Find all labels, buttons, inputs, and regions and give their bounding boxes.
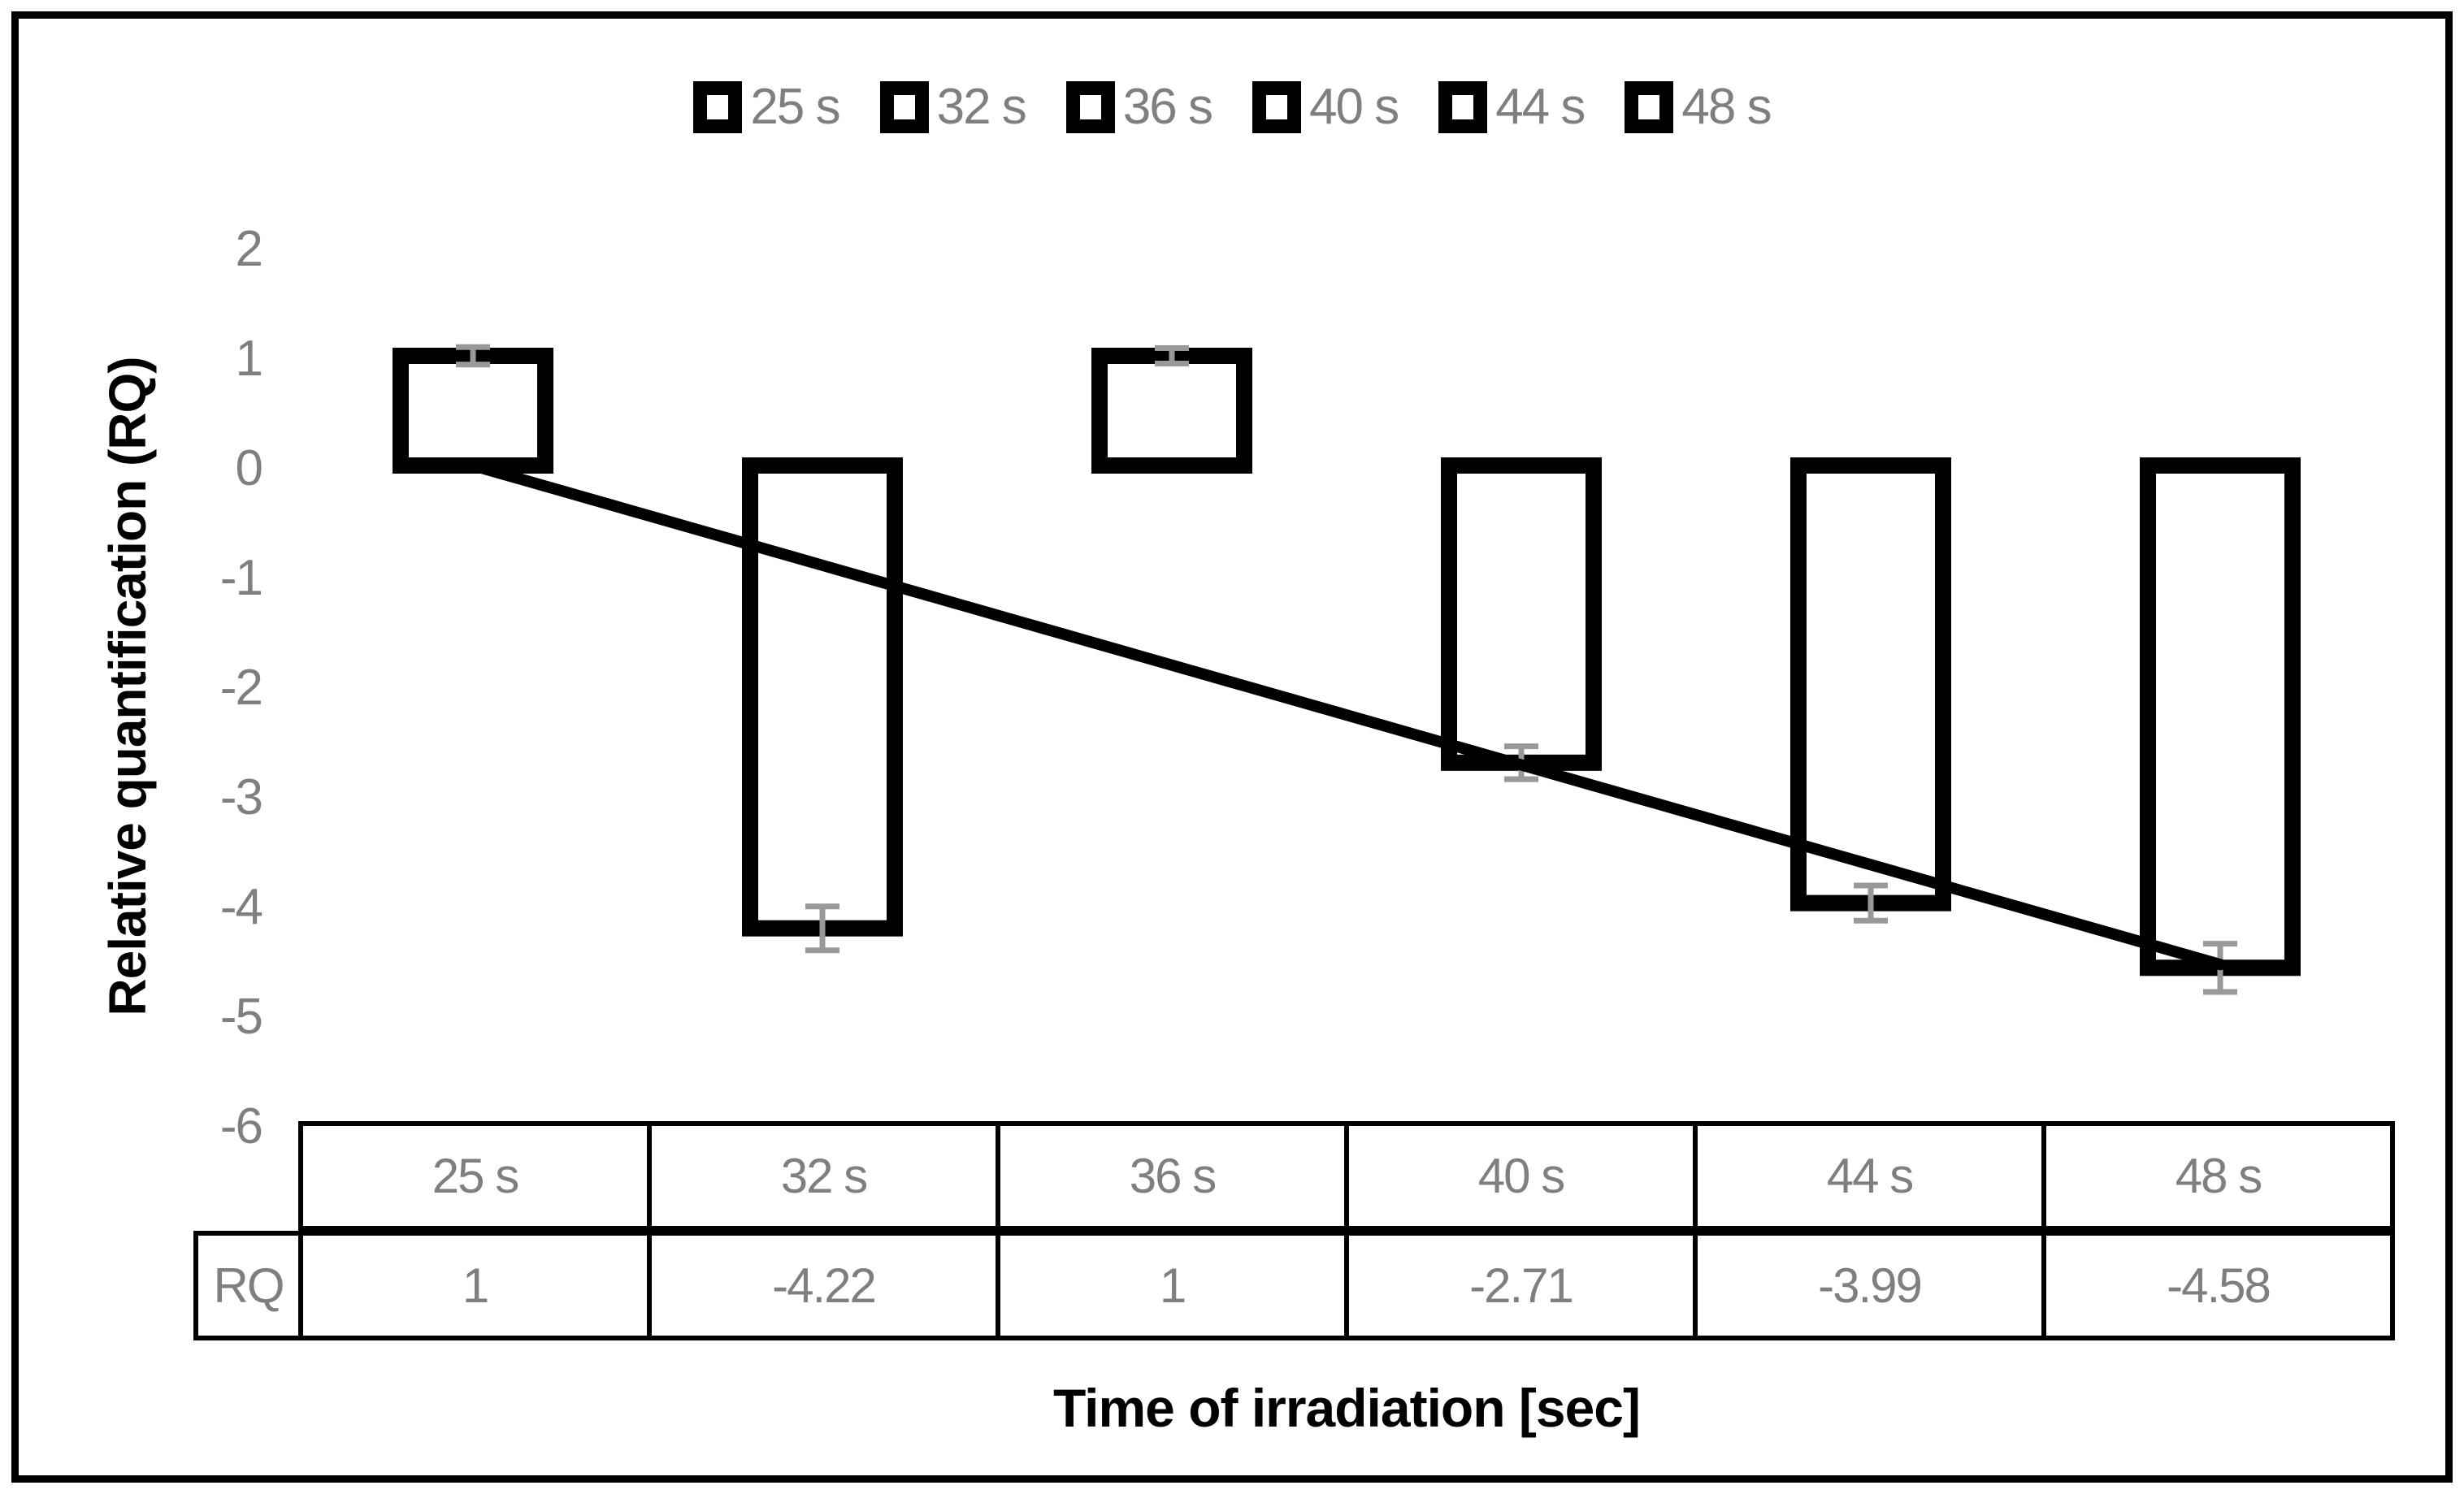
legend-marker-icon: [1625, 81, 1674, 133]
legend-item-25s: 25 s: [693, 79, 841, 135]
legend-label: 36 s: [1122, 79, 1213, 135]
legend-item-40s: 40 s: [1252, 79, 1399, 135]
figure-border: [11, 11, 2453, 1483]
table-value-cell: 1: [303, 1236, 647, 1336]
table-header-cell: 48 s: [2046, 1126, 2390, 1226]
table-value-cell: -4.58: [2046, 1236, 2390, 1336]
legend-marker-icon: [1252, 81, 1301, 133]
error-bar-32s: [805, 903, 839, 954]
y-tick-label: 0: [235, 440, 263, 496]
table-value-cell: -3.99: [1698, 1236, 2041, 1336]
legend-item-48s: 48 s: [1625, 79, 1772, 135]
error-bar-36s: [1155, 345, 1189, 366]
bar-32s: [742, 457, 903, 937]
bar-40s: [1441, 457, 1602, 771]
table-value-cell: -4.22: [652, 1236, 996, 1336]
y-tick-label: -1: [219, 550, 263, 606]
legend-marker-icon: [693, 81, 743, 133]
y-tick-label: -5: [219, 989, 263, 1045]
table-header-cell: 32 s: [652, 1126, 996, 1226]
legend-label: 32 s: [936, 79, 1027, 135]
legend-item-32s: 32 s: [879, 79, 1027, 135]
y-tick-label: -3: [219, 769, 263, 825]
data-table-value-row: RQ 1 -4.22 1 -2.71 -3.99 -4.58: [193, 1231, 2395, 1340]
bar-44s: [1790, 457, 1951, 912]
table-value-cell: 1: [1000, 1236, 1344, 1336]
table-header-cell: 44 s: [1698, 1126, 2041, 1226]
legend-label: 44 s: [1495, 79, 1586, 135]
legend-label: 25 s: [750, 79, 840, 135]
bar-36s: [1091, 348, 1252, 474]
legend-label: 48 s: [1681, 79, 1772, 135]
legend-item-36s: 36 s: [1065, 79, 1213, 135]
table-value-cell: -2.71: [1349, 1236, 1693, 1336]
error-bar-44s: [1854, 882, 1888, 924]
legend-marker-icon: [879, 81, 929, 133]
y-tick-label: 2: [235, 221, 263, 277]
x-axis-title: Time of irradiation [sec]: [1053, 1378, 1641, 1438]
bar-25s: [393, 348, 553, 474]
legend-label: 40 s: [1309, 79, 1399, 135]
legend-marker-icon: [1065, 81, 1115, 133]
trend-line: [467, 460, 2226, 971]
bar-48s: [2140, 457, 2301, 977]
y-tick-label: -2: [219, 660, 263, 716]
table-header-cell: 36 s: [1000, 1126, 1344, 1226]
y-tick-label: -6: [219, 1098, 263, 1154]
legend-marker-icon: [1438, 81, 1488, 133]
y-tick-label: 1: [235, 331, 263, 387]
error-bar-25s: [456, 344, 490, 368]
chart-legend: 25 s 32 s 36 s 40 s 44 s 48 s: [0, 81, 2464, 133]
y-tick-label: -4: [219, 879, 263, 935]
data-table-header-row: 25 s 32 s 36 s 40 s 44 s 48 s: [298, 1121, 2395, 1231]
table-row-header-rq: RQ: [198, 1236, 298, 1336]
table-header-cell: 25 s: [303, 1126, 647, 1226]
table-header-cell: 40 s: [1349, 1126, 1693, 1226]
legend-item-44s: 44 s: [1438, 79, 1586, 135]
